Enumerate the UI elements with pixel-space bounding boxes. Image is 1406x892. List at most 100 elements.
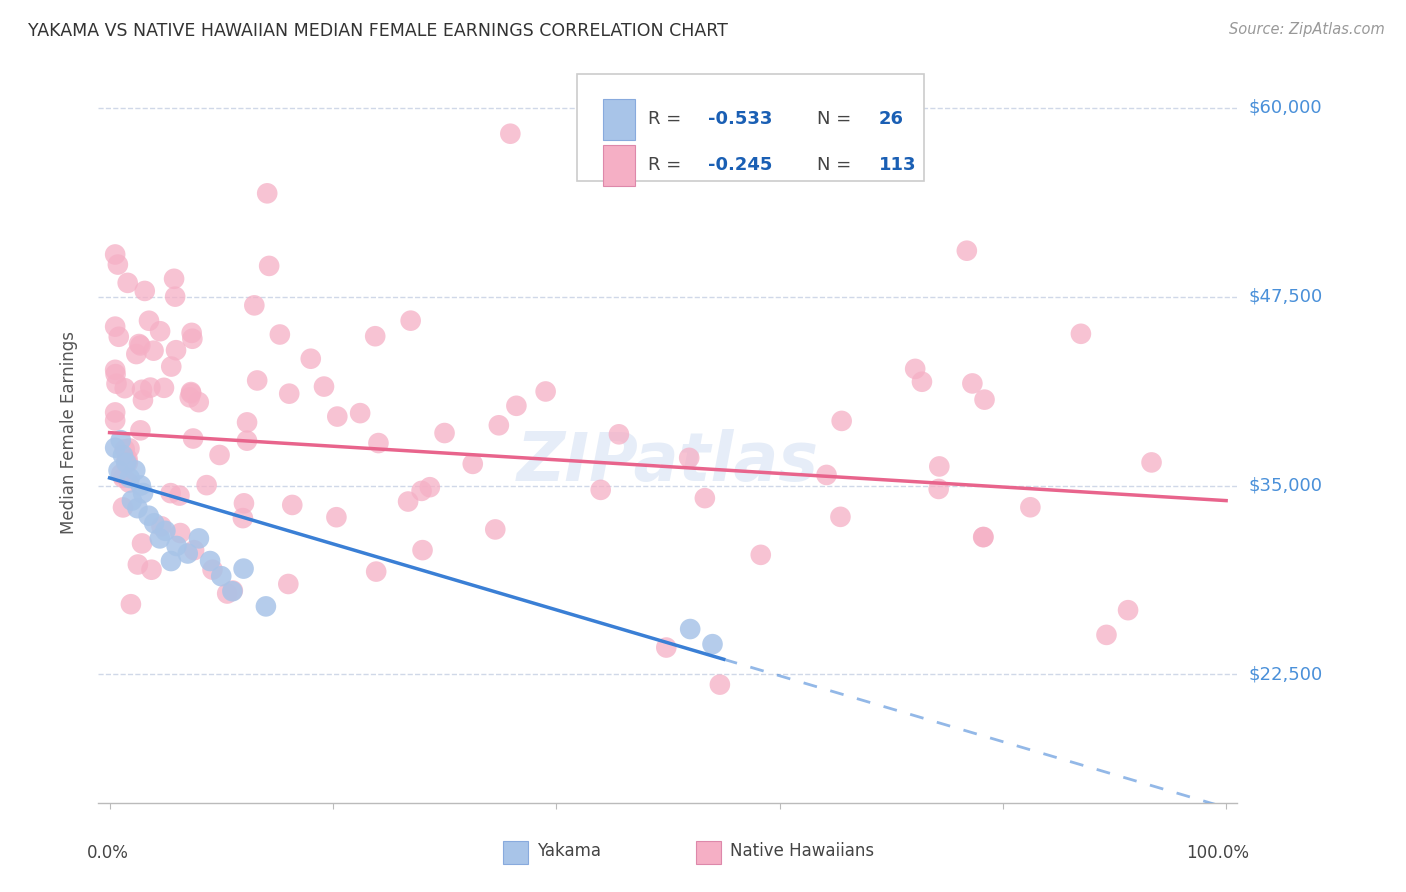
- Point: [104, 413, 127, 427]
- Point: [117, 451, 139, 466]
- Point: [128, 337, 150, 351]
- Point: [831, 414, 853, 428]
- Point: [166, 539, 188, 553]
- Point: [505, 399, 527, 413]
- Point: [198, 554, 221, 568]
- Point: [163, 272, 186, 286]
- Point: [1116, 603, 1139, 617]
- Point: [655, 640, 678, 655]
- Point: [112, 471, 135, 485]
- Point: [928, 459, 950, 474]
- Point: [269, 327, 291, 342]
- Point: [104, 405, 127, 419]
- Point: [299, 351, 322, 366]
- Point: [111, 500, 134, 515]
- Point: [277, 577, 299, 591]
- Point: [127, 558, 149, 572]
- Bar: [603, 99, 636, 139]
- Point: [349, 406, 371, 420]
- Point: [195, 478, 218, 492]
- Point: [399, 313, 422, 327]
- Point: [679, 622, 702, 636]
- Point: [149, 532, 172, 546]
- Point: [256, 186, 278, 201]
- Point: [117, 456, 139, 470]
- Point: [118, 475, 141, 490]
- Point: [180, 386, 202, 401]
- Bar: [696, 840, 721, 864]
- Point: [104, 319, 127, 334]
- Point: [201, 563, 224, 577]
- Text: $22,500: $22,500: [1249, 665, 1323, 683]
- Point: [187, 532, 209, 546]
- Text: R =: R =: [648, 111, 688, 128]
- Point: [222, 583, 245, 598]
- Point: [180, 326, 202, 340]
- Point: [124, 463, 146, 477]
- Point: [236, 416, 259, 430]
- Text: Source: ZipAtlas.com: Source: ZipAtlas.com: [1229, 22, 1385, 37]
- Point: [132, 393, 155, 408]
- Point: [221, 584, 243, 599]
- Point: [815, 467, 838, 482]
- Point: [141, 563, 163, 577]
- Point: [973, 530, 995, 544]
- Point: [142, 343, 165, 358]
- Point: [956, 244, 979, 258]
- Point: [110, 433, 132, 447]
- Point: [105, 376, 128, 391]
- Point: [160, 554, 183, 568]
- Point: [411, 483, 433, 498]
- Point: [325, 510, 347, 524]
- Point: [749, 548, 772, 562]
- Point: [243, 298, 266, 312]
- Point: [364, 329, 387, 343]
- Text: $47,500: $47,500: [1249, 287, 1323, 306]
- Point: [367, 436, 389, 450]
- Point: [129, 478, 152, 492]
- Point: [257, 259, 280, 273]
- Point: [232, 511, 254, 525]
- Point: [117, 276, 139, 290]
- Point: [488, 418, 510, 433]
- Text: YAKAMA VS NATIVE HAWAIIAN MEDIAN FEMALE EARNINGS CORRELATION CHART: YAKAMA VS NATIVE HAWAIIAN MEDIAN FEMALE …: [28, 22, 728, 40]
- Point: [114, 381, 136, 395]
- Point: [904, 362, 927, 376]
- Point: [179, 390, 201, 404]
- Point: [461, 457, 484, 471]
- Point: [107, 330, 129, 344]
- Point: [1095, 628, 1118, 642]
- Point: [131, 383, 153, 397]
- Point: [236, 434, 259, 448]
- Point: [155, 524, 177, 538]
- Point: [129, 423, 152, 437]
- Point: [678, 450, 700, 465]
- Text: -0.245: -0.245: [707, 156, 772, 174]
- Point: [131, 536, 153, 550]
- Point: [169, 489, 191, 503]
- Point: [104, 367, 127, 381]
- Text: 26: 26: [879, 111, 904, 128]
- Point: [139, 381, 162, 395]
- Point: [150, 519, 173, 533]
- Text: N =: N =: [817, 156, 858, 174]
- Point: [366, 565, 388, 579]
- Point: [534, 384, 557, 399]
- Point: [709, 678, 731, 692]
- Point: [134, 284, 156, 298]
- Point: [169, 526, 191, 541]
- Point: [177, 547, 200, 561]
- Point: [278, 386, 301, 401]
- Point: [114, 442, 136, 457]
- Point: [153, 381, 176, 395]
- Point: [181, 432, 204, 446]
- Point: [125, 347, 148, 361]
- Point: [165, 343, 187, 358]
- Point: [187, 395, 209, 409]
- Point: [132, 486, 155, 500]
- Point: [104, 441, 127, 455]
- Point: [209, 569, 232, 583]
- Text: R =: R =: [648, 156, 688, 174]
- Point: [499, 127, 522, 141]
- Point: [138, 508, 160, 523]
